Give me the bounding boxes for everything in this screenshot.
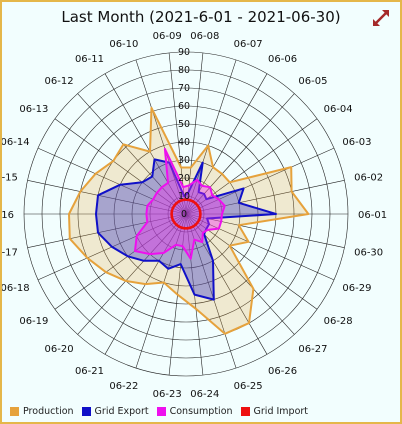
grid-spoke [54, 213, 187, 310]
legend-swatch [10, 406, 19, 416]
category-label: 06-25 [234, 381, 263, 392]
r-tick-label: 80 [178, 65, 190, 76]
category-label: 06-03 [342, 137, 371, 148]
legend: Production Grid Export Consumption Grid Imp… [10, 404, 316, 418]
legend-item-consumption[interactable]: Consumption [156, 405, 233, 417]
series-production [68, 106, 310, 335]
r-tick-label: 20 [178, 173, 190, 184]
legend-label: Production [23, 405, 74, 417]
category-label: 06-13 [19, 104, 48, 115]
category-label: 06-30 [354, 247, 383, 258]
series-grid-import [170, 198, 202, 230]
grid-spoke [185, 213, 345, 248]
category-label: 06-07 [234, 39, 263, 50]
grid-spoke [27, 213, 187, 248]
category-label: 06-11 [75, 54, 104, 65]
legend-item-production[interactable]: Production [10, 406, 74, 417]
series-consumption [134, 147, 226, 260]
category-label: 06-01 [358, 210, 387, 221]
category-label: 06-05 [298, 76, 327, 87]
r-tick-label: 30 [178, 155, 190, 166]
category-label: 06-16 [2, 210, 14, 221]
r-tick-label: 90 [178, 47, 190, 58]
grid-spoke [185, 180, 345, 215]
category-label: 06-15 [2, 173, 18, 184]
chart-title: Last Month (2021-6-01 - 2021-06-30) [61, 8, 341, 26]
expand-arrows-icon[interactable] [371, 8, 391, 28]
category-label: 06-23 [153, 389, 182, 400]
grid-spoke [185, 147, 335, 215]
category-label: 06-21 [75, 366, 104, 377]
category-label: 06-22 [109, 381, 138, 392]
category-label: 06-20 [45, 344, 74, 355]
grid-spoke [135, 59, 187, 215]
grid-spoke [77, 213, 187, 335]
legend-swatch [240, 406, 250, 416]
grid-spoke [104, 73, 187, 215]
grid-spoke [77, 93, 187, 215]
r-tick-label: 0 [181, 209, 187, 220]
category-label: 06-18 [2, 283, 30, 294]
radar-chart: 0 10 20 30 40 50 60 70 80 90 06-01 06-02 06-03 06-04 0… [2, 31, 387, 400]
r-tick-label: 60 [178, 101, 190, 112]
grid-spoke [185, 213, 268, 355]
legend-label: Grid Export [94, 405, 149, 417]
category-label: 06-29 [342, 283, 371, 294]
category-label: 06-19 [19, 316, 48, 327]
grid-spoke [185, 59, 237, 215]
category-label: 06-27 [298, 344, 327, 355]
legend-item-grid-export[interactable]: Grid Export [81, 405, 149, 417]
category-label: 06-24 [190, 389, 219, 400]
r-tick-label: 40 [178, 137, 190, 148]
legend-label: Consumption [169, 405, 233, 417]
category-label: 06-28 [324, 316, 353, 327]
r-tick-label: 50 [178, 119, 190, 130]
category-label: 06-17 [2, 247, 18, 258]
legend-label: Grid Import [253, 405, 309, 417]
legend-swatch [81, 406, 91, 416]
legend-swatch [156, 406, 166, 416]
category-label: 06-02 [354, 173, 383, 184]
grid-spoke [37, 147, 187, 215]
category-label: 06-04 [324, 104, 353, 115]
grid-spoke [185, 213, 335, 281]
category-label: 06-26 [268, 366, 297, 377]
category-label: 06-09 [153, 31, 182, 42]
r-tick-label: 10 [178, 191, 190, 202]
grid-spoke [54, 118, 187, 215]
category-label: 06-12 [45, 76, 74, 87]
legend-item-grid-import[interactable]: Grid Import [240, 405, 309, 417]
grid-spoke [27, 180, 187, 215]
category-label: 06-14 [2, 137, 30, 148]
category-label: 06-10 [109, 39, 138, 50]
category-label: 06-06 [268, 54, 297, 65]
r-tick-label: 70 [178, 83, 190, 94]
grid-spoke [185, 52, 204, 215]
category-label: 06-08 [190, 31, 219, 42]
grid-spoke [135, 213, 187, 369]
